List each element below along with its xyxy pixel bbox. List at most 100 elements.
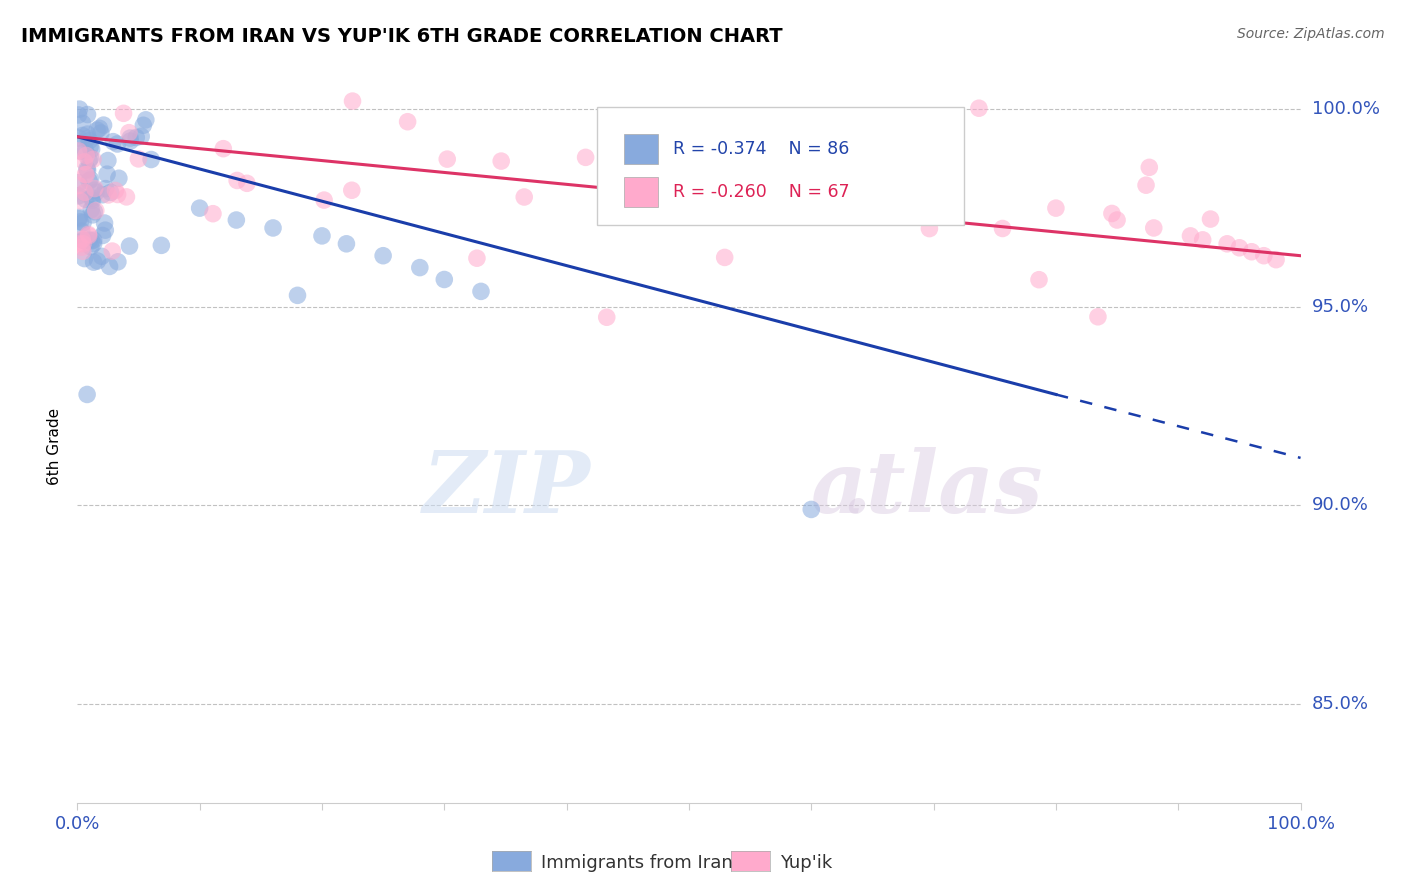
Point — [436, 152, 458, 166]
Text: .: . — [842, 447, 872, 531]
Point — [107, 255, 129, 269]
Point — [76, 163, 98, 178]
Point — [226, 173, 249, 187]
Point — [150, 238, 173, 252]
Point — [112, 106, 135, 120]
Point — [83, 233, 105, 247]
Point — [236, 177, 259, 191]
Point — [340, 183, 363, 197]
Point — [314, 193, 336, 207]
Point — [79, 172, 101, 186]
Point — [683, 173, 706, 187]
Point — [132, 118, 155, 132]
FancyBboxPatch shape — [624, 134, 658, 164]
Text: Source: ZipAtlas.com: Source: ZipAtlas.com — [1237, 27, 1385, 41]
Point — [80, 234, 103, 248]
Point — [918, 221, 941, 235]
Point — [107, 187, 129, 202]
Point — [470, 285, 492, 299]
Point — [188, 201, 211, 215]
Point — [105, 136, 128, 151]
Point — [72, 244, 94, 259]
Point — [489, 154, 512, 169]
Point — [73, 154, 96, 169]
Point — [262, 221, 284, 235]
Text: Yup'ik: Yup'ik — [780, 854, 832, 871]
FancyBboxPatch shape — [598, 107, 965, 225]
Point — [75, 168, 97, 182]
Text: 85.0%: 85.0% — [1312, 695, 1368, 713]
Point — [82, 208, 104, 222]
Point — [73, 186, 96, 200]
Text: Immigrants from Iran: Immigrants from Iran — [541, 854, 733, 871]
Point — [69, 215, 91, 229]
Point — [67, 144, 90, 158]
Point — [67, 211, 90, 226]
Point — [83, 204, 105, 219]
Point — [69, 194, 91, 208]
Point — [69, 102, 91, 116]
Point — [89, 121, 111, 136]
Point — [108, 171, 131, 186]
Point — [76, 161, 98, 176]
Point — [100, 186, 122, 200]
Point — [311, 228, 333, 243]
Point — [70, 232, 93, 246]
Point — [713, 251, 735, 265]
Point — [1240, 244, 1263, 259]
Y-axis label: 6th Grade: 6th Grade — [46, 408, 62, 484]
Point — [72, 236, 94, 251]
Point — [1191, 233, 1213, 247]
Point — [101, 135, 124, 149]
Point — [335, 236, 357, 251]
Point — [120, 131, 142, 145]
Point — [75, 168, 97, 182]
Point — [70, 224, 93, 238]
Point — [82, 191, 104, 205]
Point — [991, 221, 1014, 235]
Text: 90.0%: 90.0% — [1312, 497, 1368, 515]
Point — [69, 144, 91, 158]
Point — [1028, 273, 1050, 287]
Point — [212, 142, 235, 156]
Point — [967, 101, 990, 115]
Point — [97, 188, 120, 202]
Point — [77, 131, 100, 145]
Point — [67, 176, 90, 190]
Point — [104, 184, 127, 198]
Point — [1265, 252, 1288, 267]
Point — [90, 126, 112, 140]
Point — [613, 154, 636, 169]
Point — [127, 152, 149, 166]
Point — [96, 167, 118, 181]
Text: IMMIGRANTS FROM IRAN VS YUP'IK 6TH GRADE CORRELATION CHART: IMMIGRANTS FROM IRAN VS YUP'IK 6TH GRADE… — [21, 27, 783, 45]
Point — [79, 233, 101, 247]
FancyBboxPatch shape — [624, 177, 658, 207]
Point — [1180, 228, 1202, 243]
Point — [433, 272, 456, 286]
Point — [86, 123, 108, 137]
Point — [67, 236, 90, 251]
Point — [72, 216, 94, 230]
Point — [84, 203, 107, 218]
Point — [409, 260, 432, 275]
Point — [83, 183, 105, 197]
Point — [869, 152, 891, 166]
Text: R = -0.260    N = 67: R = -0.260 N = 67 — [673, 183, 849, 201]
Point — [101, 244, 124, 258]
Point — [94, 223, 117, 237]
Point — [73, 234, 96, 248]
Point — [76, 127, 98, 141]
Point — [1045, 201, 1067, 215]
Point — [1253, 249, 1275, 263]
Point — [70, 240, 93, 254]
Point — [778, 191, 800, 205]
Point — [93, 118, 115, 132]
Point — [76, 387, 98, 401]
Point — [1107, 213, 1129, 227]
Point — [1229, 241, 1251, 255]
Point — [72, 116, 94, 130]
Point — [80, 240, 103, 254]
Point — [73, 252, 96, 266]
Point — [342, 94, 364, 108]
